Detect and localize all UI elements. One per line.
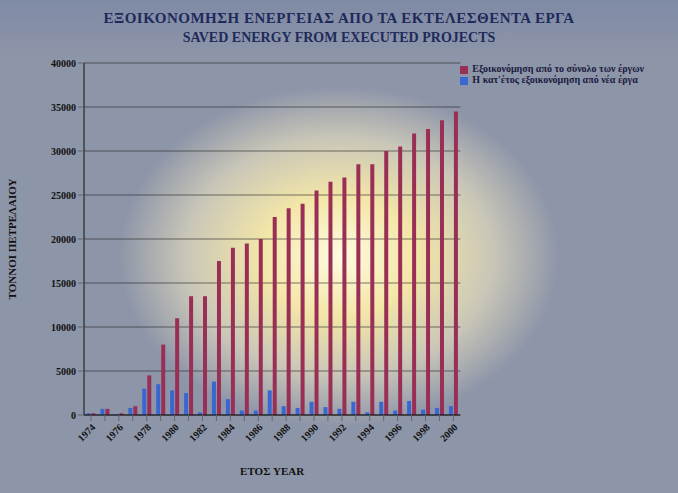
svg-text:1982: 1982 — [187, 422, 209, 444]
svg-text:30000: 30000 — [51, 146, 76, 157]
html-text:Η κατ'έτος εξοικονόμηση από νέ: Η κατ'έτος εξοικονόμηση από νέα έργα — [472, 74, 638, 85]
svg-text:1980: 1980 — [159, 422, 181, 444]
svg-text:40000: 40000 — [51, 58, 76, 69]
svg-text:15000: 15000 — [51, 278, 76, 289]
svg-text:0: 0 — [71, 410, 76, 421]
svg-text:1994: 1994 — [354, 422, 376, 444]
svg-text:ΤΟΝΝΟΙ ΠΕΤΡΕΛΑΙΟΥ: ΤΟΝΝΟΙ ΠΕΤΡΕΛΑΙΟΥ — [6, 179, 18, 300]
svg-text:1976: 1976 — [103, 422, 125, 444]
html-text:ΕΞΟΙΚΟΝΟΜΗΣΗ ΕΝΕΡΓΕΙΑΣ ΑΠΟ ΤΑ: ΕΞΟΙΚΟΝΟΜΗΣΗ ΕΝΕΡΓΕΙΑΣ ΑΠΟ ΤΑ ΕΚΤΕΛΕΣΘΕΝ… — [103, 10, 575, 26]
svg-text:1998: 1998 — [410, 422, 432, 444]
svg-text:1984: 1984 — [215, 422, 237, 444]
svg-text:5000: 5000 — [56, 366, 76, 377]
svg-text:1992: 1992 — [326, 422, 348, 444]
svg-text:1978: 1978 — [131, 422, 153, 444]
svg-text:2000: 2000 — [438, 422, 460, 444]
svg-text:1996: 1996 — [382, 422, 404, 444]
svg-text:1990: 1990 — [299, 422, 321, 444]
svg-text:35000: 35000 — [51, 102, 76, 113]
svg-text:1986: 1986 — [243, 422, 265, 444]
svg-text:1974: 1974 — [75, 422, 97, 444]
html-text:SAVED ENERGY FROM EXECUTED PRO: SAVED ENERGY FROM EXECUTED PROJECTS — [182, 30, 496, 45]
svg-text:1988: 1988 — [271, 422, 293, 444]
html-text:Εξοικονόμηση από το σύνολο των: Εξοικονόμηση από το σύνολο των έργων — [472, 63, 644, 74]
svg-text:25000: 25000 — [51, 190, 76, 201]
svg-text:20000: 20000 — [51, 234, 76, 245]
svg-text:ΕΤΟΣ YEAR: ΕΤΟΣ YEAR — [240, 465, 305, 477]
svg-text:10000: 10000 — [51, 322, 76, 333]
